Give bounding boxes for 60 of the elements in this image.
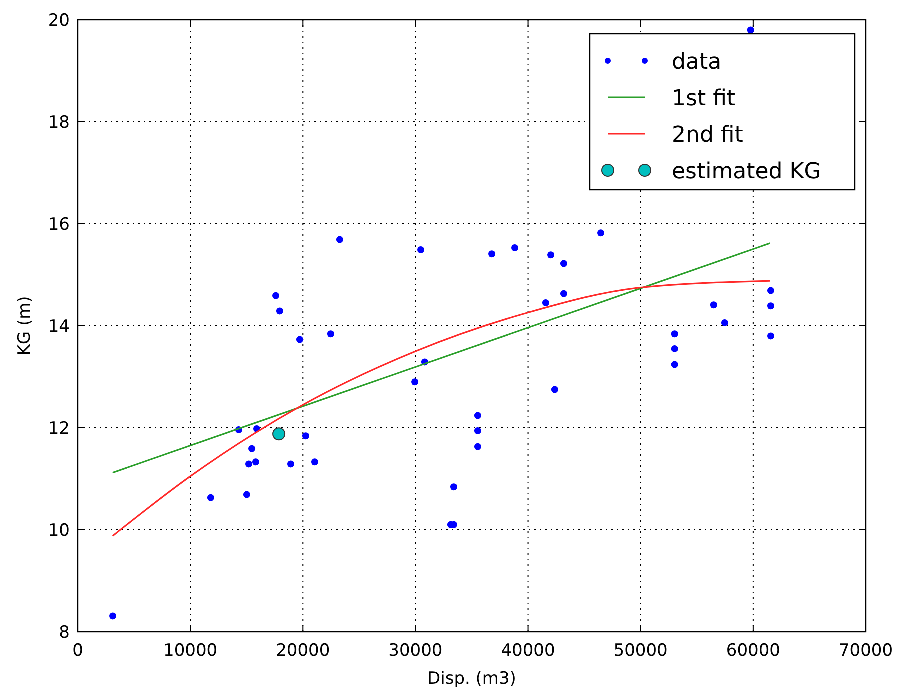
point xyxy=(207,494,214,502)
x-tick-label: 0 xyxy=(72,641,84,661)
point xyxy=(671,330,678,338)
point xyxy=(327,330,334,338)
point xyxy=(671,361,678,368)
point xyxy=(671,345,678,352)
point xyxy=(542,300,550,307)
point xyxy=(747,26,754,34)
x-tick-label: 70000 xyxy=(838,641,894,661)
y-tick-label: 10 xyxy=(48,521,70,541)
point xyxy=(243,491,250,498)
point xyxy=(412,378,419,386)
y-tick-label: 8 xyxy=(59,623,70,643)
point xyxy=(450,484,458,491)
point xyxy=(276,308,284,315)
point xyxy=(418,246,425,254)
point xyxy=(296,336,304,344)
point xyxy=(767,332,774,340)
point xyxy=(488,250,496,258)
point xyxy=(560,290,568,298)
point xyxy=(474,443,482,450)
y-tick-label: 18 xyxy=(48,113,70,133)
legend-label: data xyxy=(672,50,722,75)
point xyxy=(474,412,482,420)
point xyxy=(311,458,318,466)
point xyxy=(287,460,294,468)
legend-label: 2nd fit xyxy=(672,123,744,148)
y-tick-label: 20 xyxy=(48,11,70,31)
point xyxy=(252,458,260,466)
point xyxy=(248,445,256,452)
y-tick-label: 12 xyxy=(48,419,70,439)
point xyxy=(272,428,286,441)
point xyxy=(474,428,482,435)
x-tick-label: 20000 xyxy=(276,641,330,661)
x-axis-title: Disp. (m3) xyxy=(428,669,516,689)
point xyxy=(512,244,518,252)
point xyxy=(767,302,774,310)
legend-label: estimated KG xyxy=(672,160,822,184)
point xyxy=(767,287,774,294)
line-series xyxy=(112,280,772,537)
x-tick-label: 50000 xyxy=(614,641,668,661)
point xyxy=(548,252,555,259)
point xyxy=(336,236,344,244)
point xyxy=(302,432,310,440)
point xyxy=(721,319,728,326)
x-tick-label: 40000 xyxy=(501,641,556,661)
point xyxy=(551,386,558,394)
y-axis-title: KG (m) xyxy=(15,296,35,356)
x-tick-label: 60000 xyxy=(726,641,780,661)
point xyxy=(598,230,605,237)
point xyxy=(560,260,568,268)
y-tick-label: 14 xyxy=(48,317,70,337)
y-tick-label: 16 xyxy=(48,215,70,235)
point xyxy=(710,302,718,309)
legend-label: 1st fit xyxy=(672,86,736,112)
point xyxy=(110,612,117,620)
point xyxy=(245,460,252,468)
point xyxy=(272,292,280,300)
x-tick-label: 10000 xyxy=(164,641,218,661)
x-tick-label: 30000 xyxy=(388,641,443,661)
